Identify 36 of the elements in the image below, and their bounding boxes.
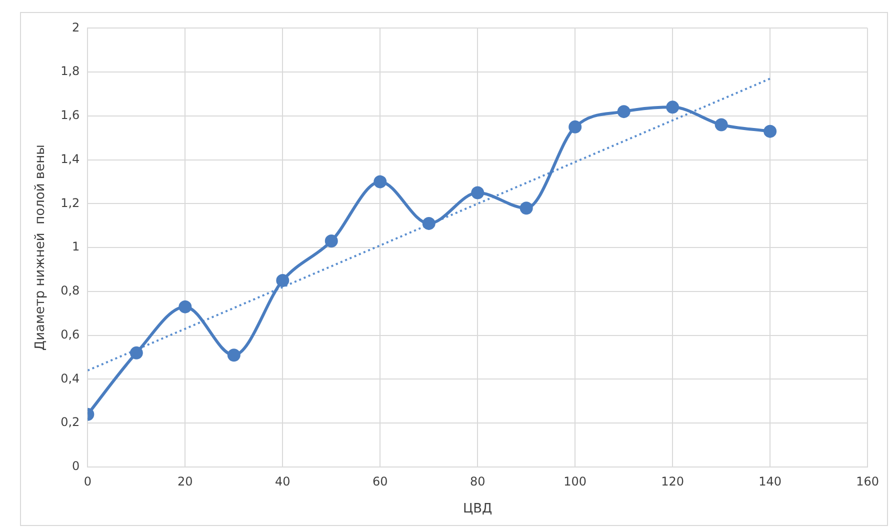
- x-tick-label: 20: [178, 474, 193, 488]
- point: [568, 120, 582, 134]
- x-tick-label: 60: [372, 474, 388, 488]
- y-tick-label: 0,6: [60, 327, 80, 342]
- point: [374, 175, 387, 188]
- point: [617, 105, 630, 118]
- x-tick-label: 0: [84, 474, 92, 488]
- y-tick-label: 0,8: [60, 284, 80, 298]
- x-tick-label: 80: [470, 474, 486, 488]
- point: [324, 234, 338, 248]
- point: [764, 124, 777, 138]
- y-tick-label: 1,8: [60, 64, 80, 78]
- point: [178, 300, 192, 314]
- point: [276, 274, 290, 288]
- y-tick-label: 0,2: [60, 415, 80, 430]
- point: [130, 346, 143, 360]
- point: [666, 100, 680, 114]
- y-tick-label: 1,2: [60, 196, 80, 210]
- y-tick-label: 1: [72, 240, 80, 254]
- y-tick-label: 1,6: [60, 108, 80, 122]
- y-tick-label: 2: [72, 20, 80, 34]
- x-tick-label: 140: [758, 474, 782, 488]
- point: [471, 186, 484, 200]
- x-tick-label: 100: [564, 474, 587, 488]
- point: [227, 348, 240, 362]
- y-tick-label: 0: [72, 459, 80, 474]
- x-tick-label: 160: [856, 474, 879, 488]
- point: [714, 118, 728, 132]
- point: [422, 216, 436, 230]
- x-axis-title: ЦВД: [463, 502, 492, 517]
- y-axis-title: Диаметр нижней полой вены: [33, 144, 48, 351]
- point: [520, 202, 533, 215]
- x-tick-label: 40: [275, 474, 290, 488]
- y-tick-label: 0,4: [60, 371, 80, 386]
- y-tick-label: 1,4: [60, 152, 80, 166]
- x-tick-label: 120: [661, 474, 684, 488]
